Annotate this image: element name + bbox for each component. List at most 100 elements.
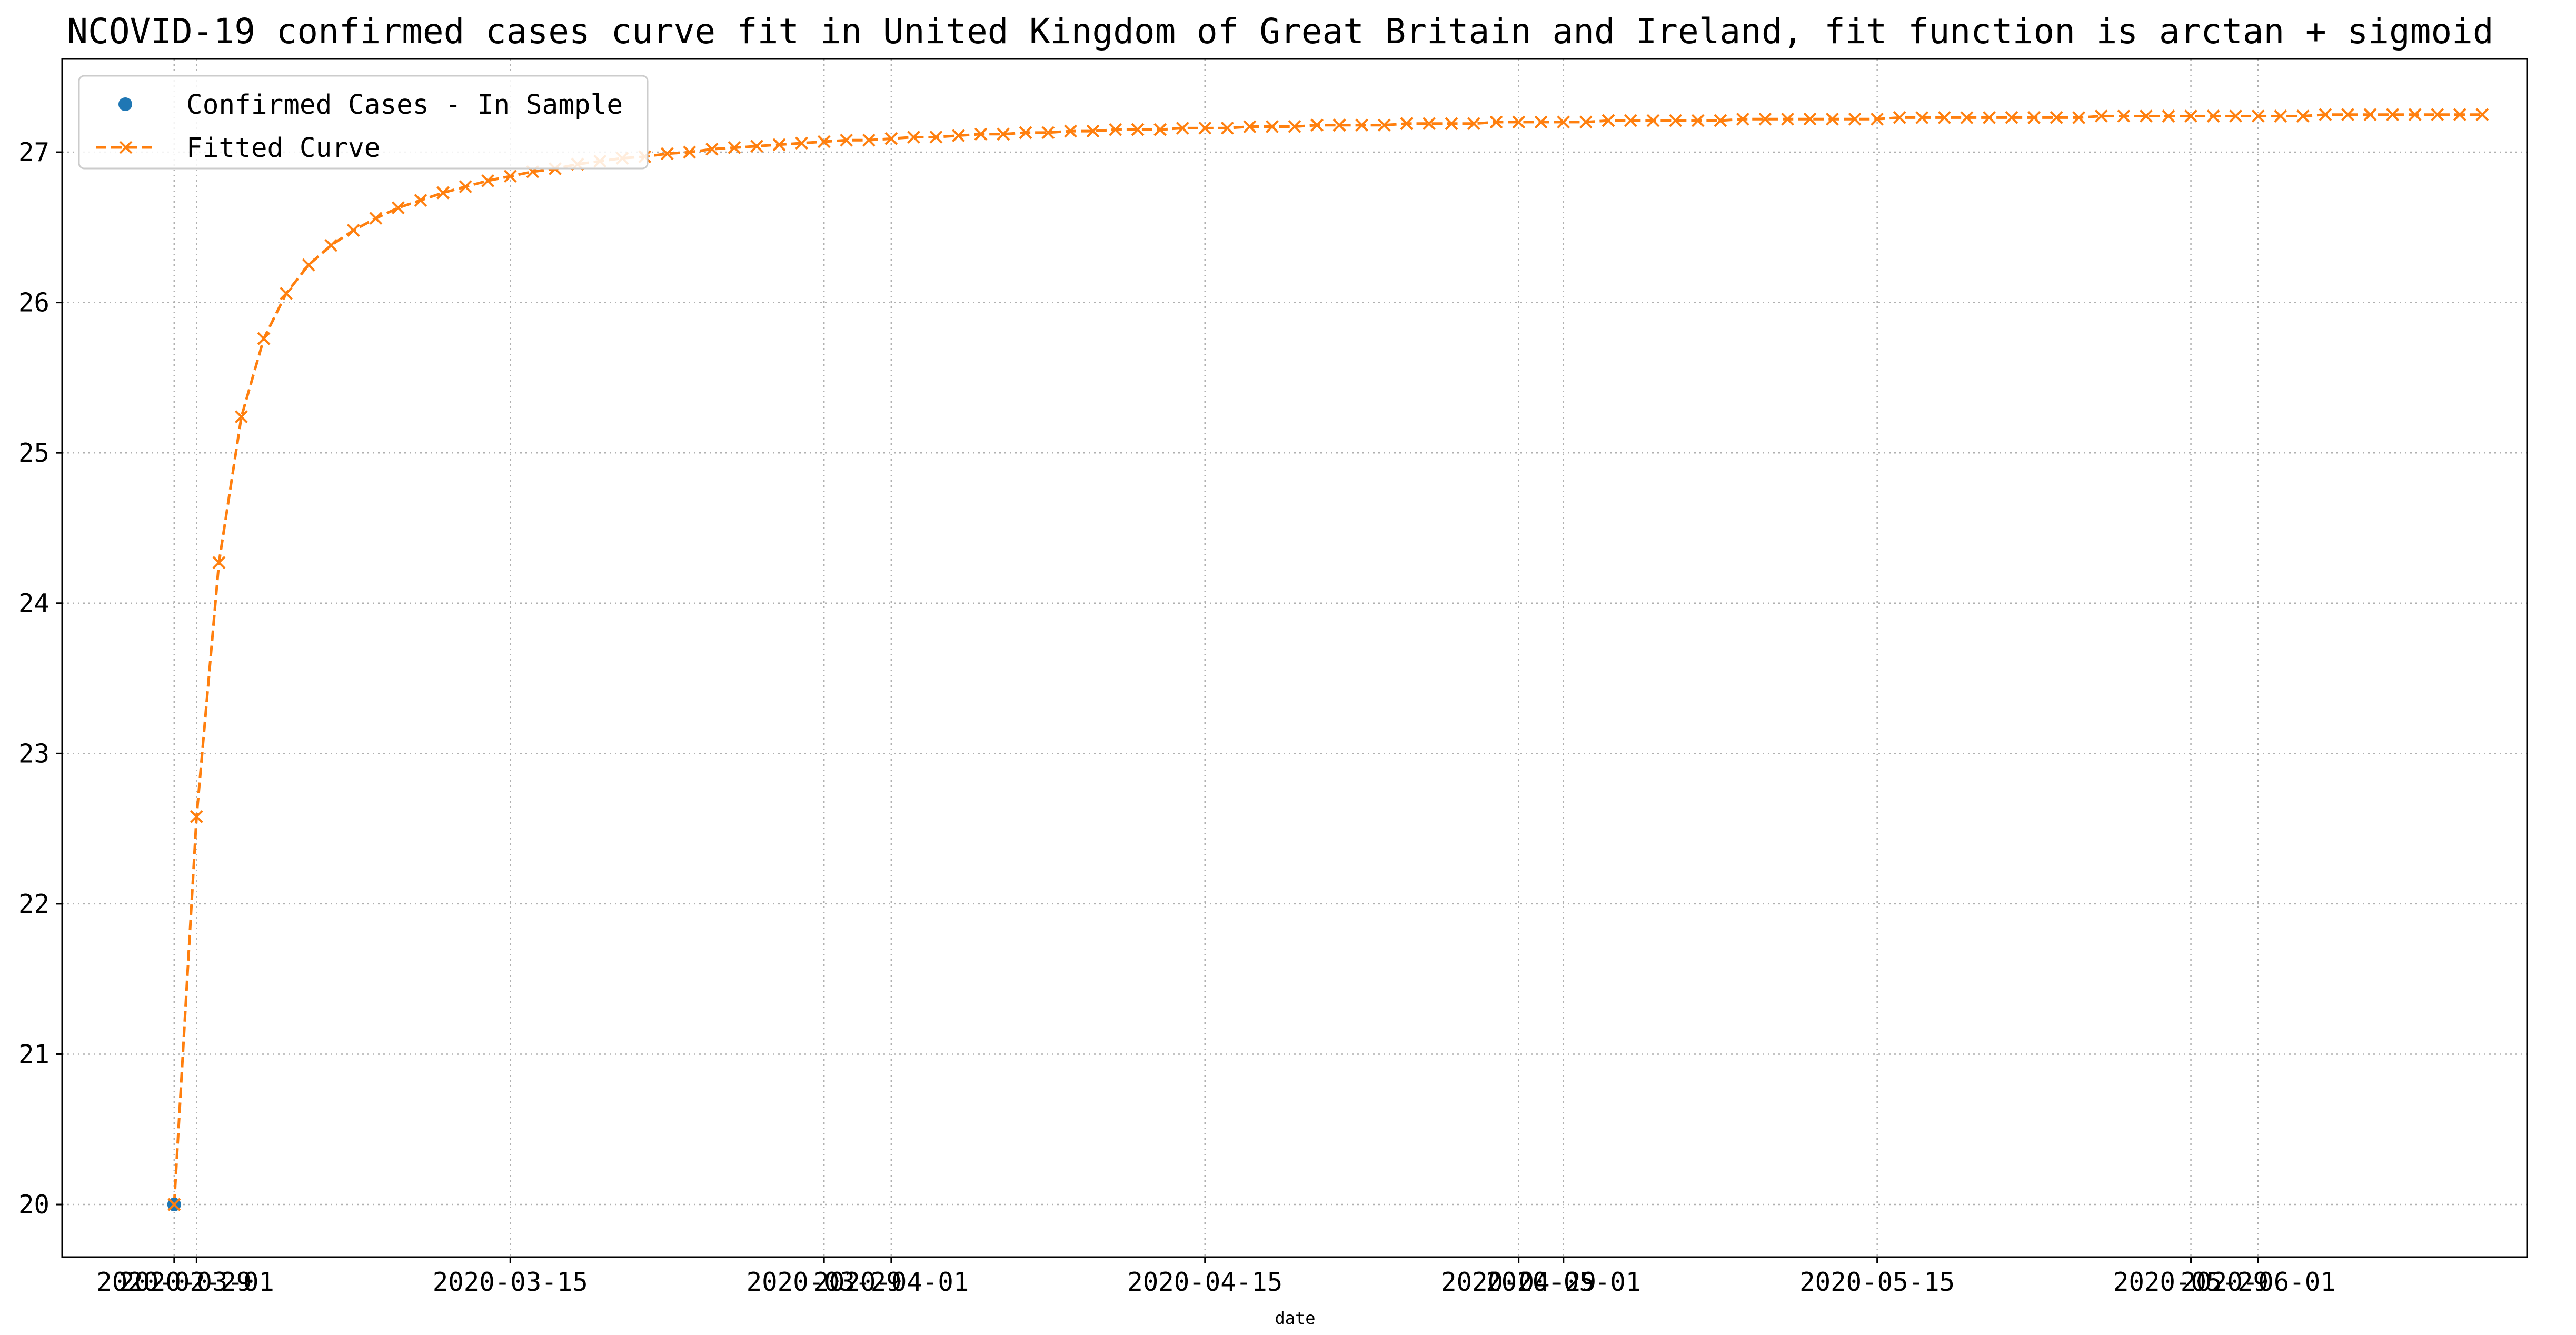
legend: Confirmed Cases - In Sample Fitted Curve [78, 75, 649, 170]
fitted-curve-marker [907, 131, 920, 144]
y-tick-label: 24 [18, 589, 49, 619]
y-tick-label: 23 [18, 739, 49, 769]
fitted-curve-marker [1153, 123, 1167, 136]
fitted-curve-marker [346, 224, 360, 237]
grid-layer [62, 59, 2527, 1257]
fitted-curve-marker [1176, 121, 1189, 135]
fitted-curve-marker [392, 201, 405, 215]
fitted-curve-marker [1310, 118, 1324, 132]
fitted-curve-marker [459, 180, 472, 194]
fitted-curve-marker [1220, 121, 1234, 135]
fitted-curve-marker [212, 556, 226, 570]
fitted-curve-marker [1332, 118, 1346, 132]
fitted-curve-marker [324, 238, 338, 252]
fitted-curve-marker [1937, 111, 1951, 124]
fitted-curve-marker [1624, 114, 1637, 127]
fitted-curve-marker [2094, 109, 2108, 123]
fitted-curve-marker [1377, 118, 1391, 132]
x-tick-label: 2020-06-01 [2181, 1267, 2336, 1297]
x-tick-label: 2020-05-29 [2113, 1267, 2269, 1297]
fitted-curve-marker [1669, 114, 1682, 127]
fitted-curve-marker [436, 186, 450, 200]
fitted-curve-marker [1534, 115, 1548, 129]
y-tick-label: 21 [18, 1039, 49, 1069]
fitted-curve-marker [1400, 117, 1414, 131]
fitted-curve-marker [481, 174, 495, 187]
fitted-curve-marker [2050, 111, 2063, 124]
fitted-curve-marker [2005, 111, 2018, 124]
fitted-curve-marker [884, 132, 898, 145]
fitted-curve-marker [1288, 120, 1301, 133]
fitted-curve-marker [840, 133, 853, 147]
fitted-curve-marker [750, 140, 763, 153]
fitted-curve-marker [2475, 108, 2489, 122]
fitted-curve-marker [2431, 108, 2444, 122]
fitted-curve-marker [772, 138, 786, 152]
y-tick-label: 26 [18, 288, 49, 318]
fitted-curve-marker [1646, 114, 1660, 127]
legend-fitted-marker [119, 141, 133, 154]
legend-confirmed-marker [118, 97, 132, 111]
fitted-curve-marker [1243, 120, 1257, 133]
fitted-curve-marker [1041, 126, 1055, 140]
fitted-curve-marker [190, 810, 203, 823]
chart-title: NCOVID-19 confirmed cases curve fit in U… [67, 11, 2493, 52]
fitted-curve-marker [257, 332, 271, 345]
fitted-curve-marker [2363, 108, 2377, 122]
fitted-curve-marker [302, 258, 315, 272]
fitted-curve-marker [1489, 115, 1503, 129]
fitted-curve-marker [1714, 114, 1727, 127]
fitted-curve-marker [2027, 111, 2041, 124]
fitted-curve-marker [2140, 109, 2153, 123]
fitted-curve-marker [1198, 121, 1212, 135]
fitted-curve-marker [1691, 114, 1705, 127]
fitted-curve-marker [2162, 109, 2175, 123]
fitted-curve-marker [1579, 115, 1593, 129]
fitted-curve-marker [1983, 111, 1996, 124]
fitted-curve-marker [2341, 108, 2354, 122]
x-tick-label: 2020-04-15 [1127, 1267, 1282, 1297]
fitted-curve-marker [1848, 112, 1862, 126]
x-tick-label: 2020-03-01 [119, 1267, 274, 1297]
fitted-curve-marker [1758, 112, 1772, 126]
fitted-curve-marker [1826, 112, 1839, 126]
fitted-curve-marker [414, 194, 427, 207]
fitted-curve-marker [1960, 111, 1974, 124]
x-tick-label: 2020-03-29 [747, 1267, 902, 1297]
fitted-curve-marker [1893, 111, 1906, 124]
fitted-curve-marker [2408, 108, 2422, 122]
y-tick-label: 22 [18, 889, 49, 919]
fitted-curve-marker [280, 287, 293, 300]
fitted-curve-marker [1355, 118, 1369, 132]
x-tick-label: 2020-04-01 [813, 1267, 969, 1297]
fitted-curve-marker [2296, 109, 2310, 123]
fitted-curve-marker [503, 170, 517, 183]
y-tick-label: 20 [18, 1190, 49, 1220]
x-tick-label: 2020-05-01 [1486, 1267, 1641, 1297]
fitted-curve-marker [2117, 109, 2131, 123]
fitted-curve-marker [1871, 112, 1884, 126]
fitted-curve-marker [1445, 117, 1458, 131]
legend-confirmed-label: Confirmed Cases - In Sample [186, 89, 623, 121]
fitted-curve-marker [1781, 112, 1794, 126]
x-tick-label: 2020-04-29 [1441, 1267, 1596, 1297]
fitted-curve-marker [1019, 126, 1032, 140]
x-tick-label: 2020-02-29 [96, 1267, 252, 1297]
fitted-curve-marker [1109, 123, 1122, 136]
fitted-curve-marker [1512, 115, 1526, 129]
fitted-curve-marker [1736, 112, 1749, 126]
fitted-curve-marker [1803, 112, 1817, 126]
fitted-curve-marker [705, 142, 719, 156]
fitted-curve-marker [952, 129, 965, 143]
x-tick-label: 2020-03-15 [433, 1267, 588, 1297]
fitted-curve-marker [974, 127, 988, 141]
y-tick-label: 25 [18, 438, 49, 468]
fitted-curve-marker [795, 136, 809, 150]
x-tick-label: 2020-05-15 [1799, 1267, 1955, 1297]
fitted-curve-marker [1086, 124, 1100, 138]
fitted-curve-marker [1063, 124, 1077, 138]
fitted-curve-marker [1915, 111, 1929, 124]
